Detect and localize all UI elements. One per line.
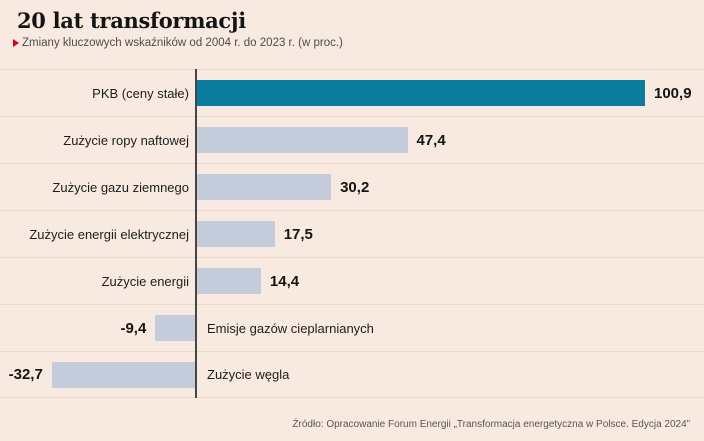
bar-segment-5 [155,315,197,341]
bar-segment-3 [197,221,275,247]
bar-row-0: PKB (ceny stałe) 100,9 [0,69,704,116]
category-label-0: PKB (ceny stałe) [92,85,189,101]
bar-segment-2 [197,174,332,200]
bar-row-1: Zużycie ropy naftowej 47,4 [0,116,704,163]
value-label-3: 17,5 [283,225,313,243]
bar-plot-area: PKB (ceny stałe) 100,9 Zużycie ropy naftow… [0,69,704,398]
category-label-6: Zużycie węgla [207,367,290,382]
value-label-4: 14,4 [269,272,300,290]
red-triangle-icon [13,39,19,47]
zero-axis-line [195,69,197,398]
category-label-5: Emisje gazów cieplarnianych [207,320,374,336]
chart-subtitle-text: Zmiany kluczowych wskaźników od 2004 r. … [22,37,343,49]
category-label-4: Zużycie energii [101,273,189,289]
category-label-2: Zużycie gazu ziemnego [52,179,189,195]
bar-segment-1 [197,127,408,153]
value-label-5: -9,4 [120,319,147,337]
bar-row-6: Zużycie węgla -32,7 [0,351,704,398]
bar-row-2: Zużycie gazu ziemnego 30,2 [0,163,704,210]
bar-segment-4 [197,268,261,294]
bar-row-5: Emisje gazów cieplarnianych -9,4 [0,304,704,351]
bar-segment-6 [51,362,197,388]
chart-title: 20 lat transformacji [17,8,246,33]
value-label-1: 47,4 [416,131,446,149]
bar-row-3: Zużycie energii elektrycznej 17,5 [0,210,704,257]
value-label-6: -32,7 [8,366,43,383]
value-label-0: 100,9 [654,84,692,102]
chart-subtitle: Zmiany kluczowych wskaźników od 2004 r. … [13,37,343,49]
source-note: Źródło: Opracowanie Forum Energii „Trans… [292,419,690,430]
value-label-2: 30,2 [340,178,370,196]
category-label-3: Zużycie energii elektrycznej [29,226,189,242]
category-label-1: Zużycie ropy naftowej [63,132,189,148]
bar-row-4: Zużycie energii 14,4 [0,257,704,304]
bar-segment-0 [197,80,645,106]
